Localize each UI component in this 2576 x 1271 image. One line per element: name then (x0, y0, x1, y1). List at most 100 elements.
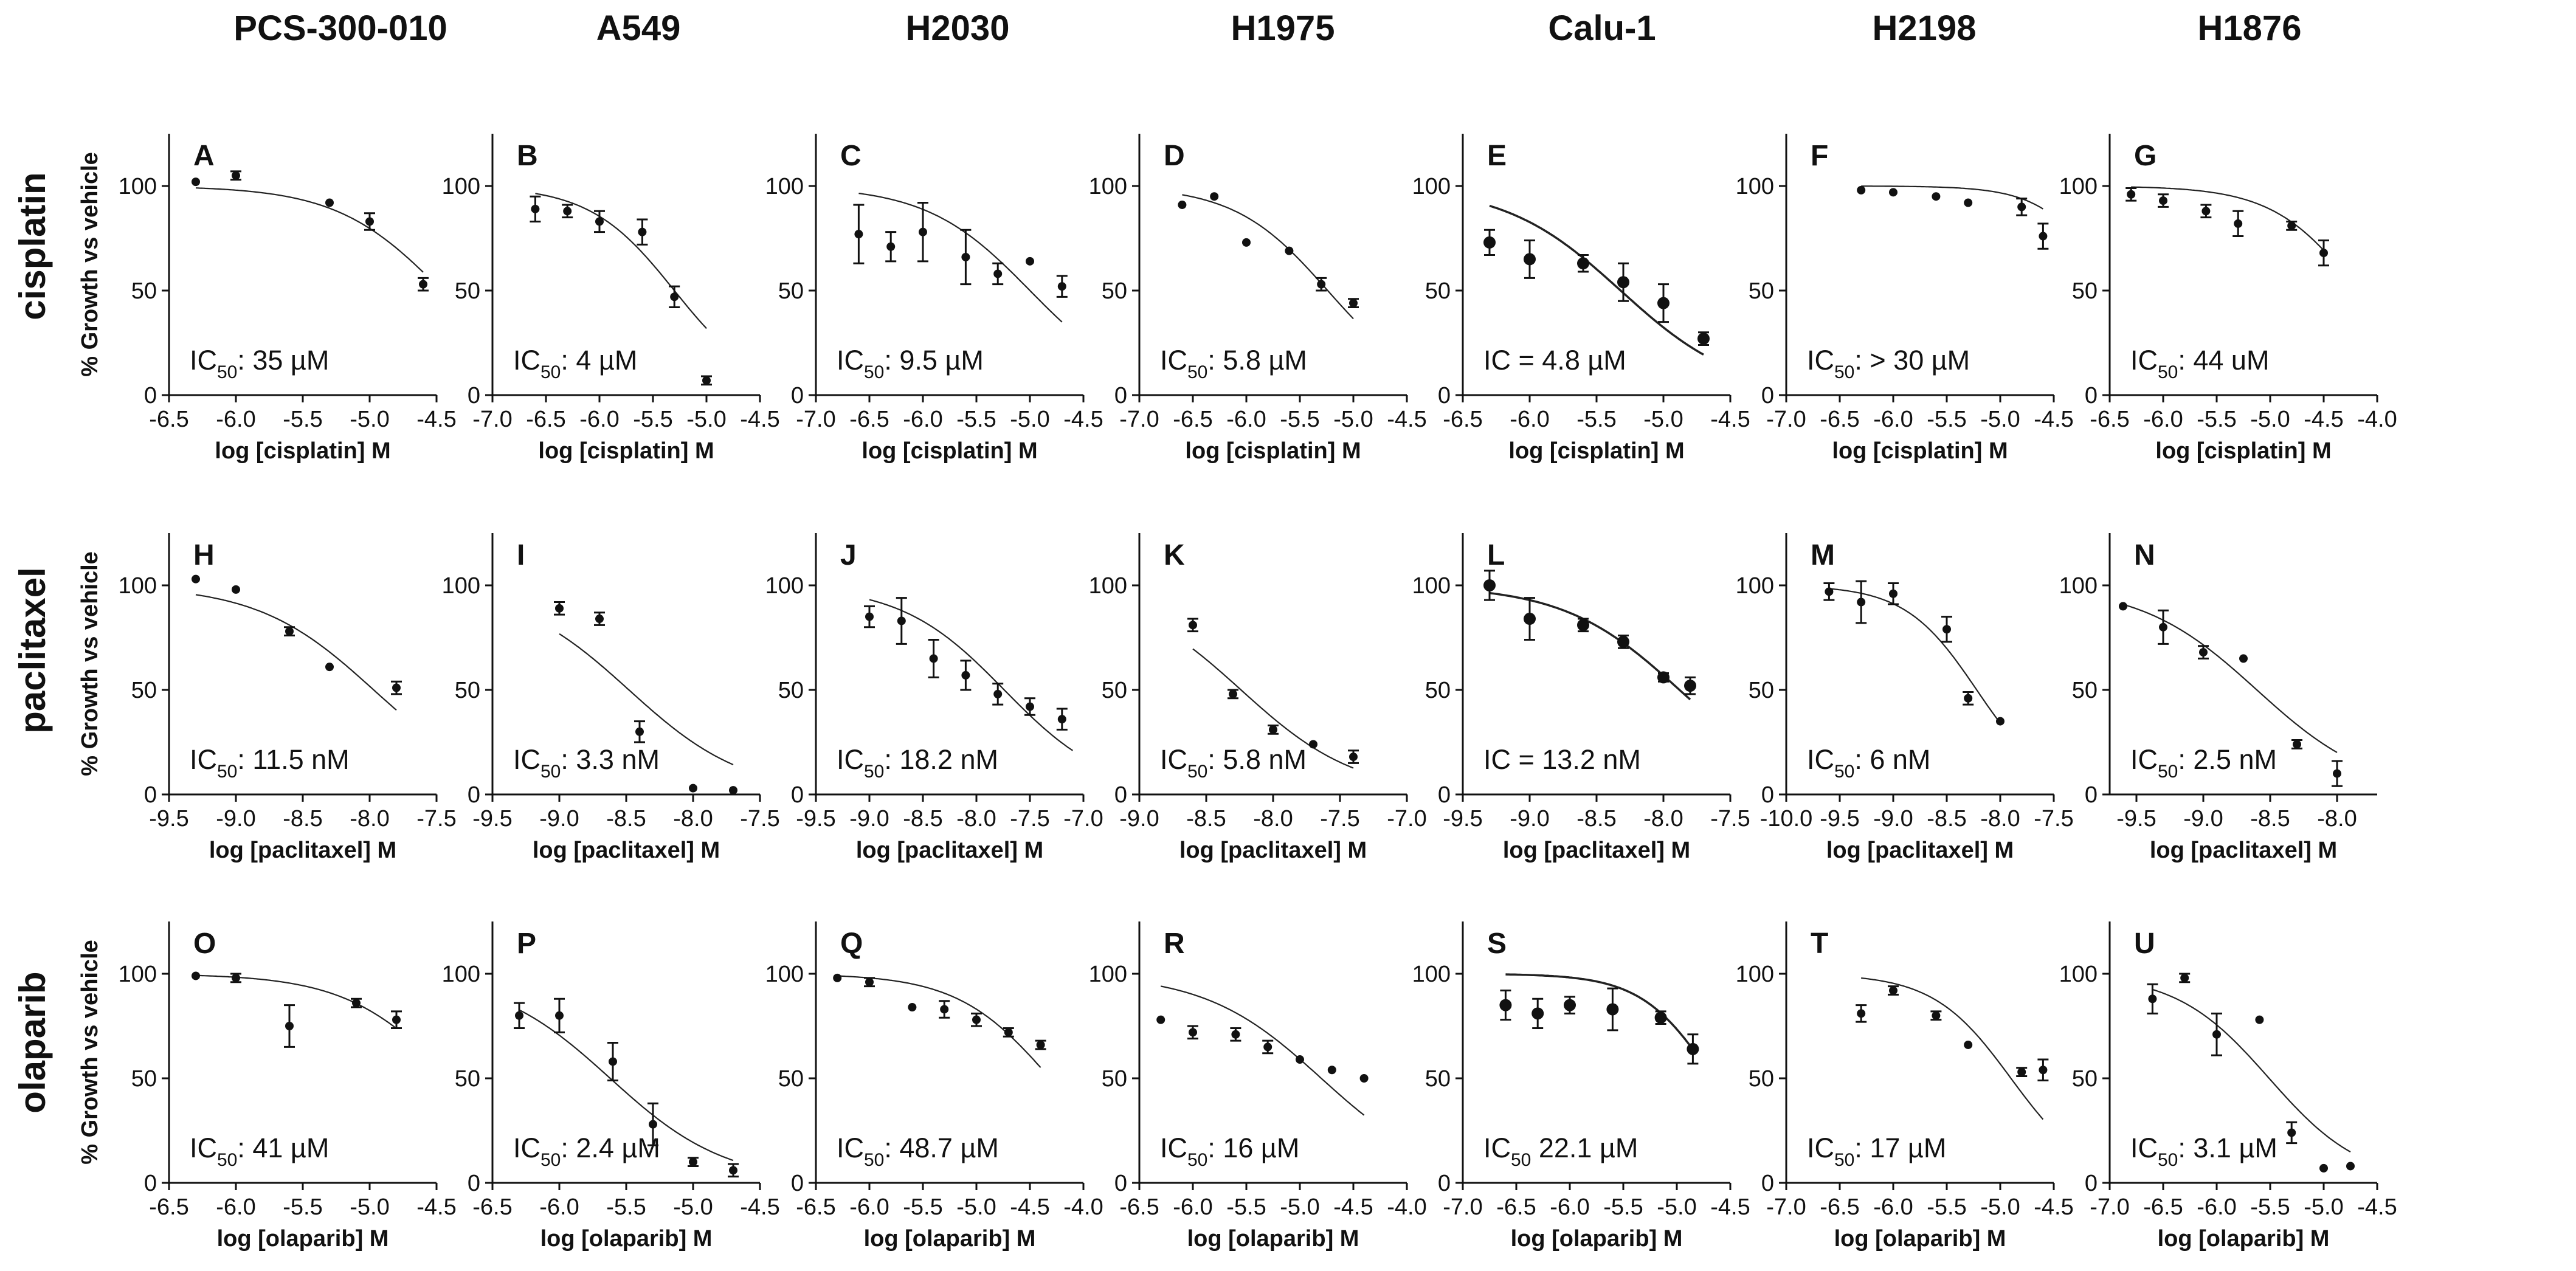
x-tick-label: -5.0 (350, 1194, 389, 1220)
x-tick-label: -6.0 (849, 1194, 889, 1220)
data-point (1349, 753, 1358, 762)
x-tick-label: -6.0 (2197, 1194, 2236, 1220)
y-tick-label: 50 (1102, 278, 1127, 304)
x-tick-label: -9.5 (2116, 806, 2156, 832)
data-point (1617, 276, 1629, 289)
x-tick-label: -6.5 (1119, 1194, 1159, 1220)
x-tick-label: -4.5 (2304, 407, 2343, 432)
y-tick-label: 100 (442, 174, 480, 199)
data-point (2319, 249, 2328, 258)
x-tick-label: -8.5 (1576, 806, 1616, 832)
data-point (1189, 1028, 1197, 1037)
x-tick-label: -9.0 (849, 806, 889, 832)
x-axis-label: log [cisplatin] M (1832, 438, 2008, 464)
column-title: H1975 (1231, 9, 1335, 48)
x-tick-label: -10.0 (1760, 806, 1813, 832)
x-axis-label: log [cisplatin] M (862, 438, 1037, 464)
y-tick-label: 100 (765, 174, 804, 199)
fit-curve (2122, 604, 2338, 753)
y-tick-label: 50 (1425, 678, 1451, 703)
x-tick-label: -4.5 (740, 1194, 779, 1220)
y-tick-label: 0 (2085, 782, 2098, 808)
panel-letter: P (517, 928, 536, 960)
y-tick-label: 50 (1749, 678, 1774, 703)
y-tick-label: 0 (1114, 383, 1127, 408)
data-point (595, 217, 604, 226)
fit-curve (1489, 204, 1704, 356)
data-point (1210, 192, 1219, 201)
x-axis-label: log [cisplatin] M (538, 438, 714, 464)
fit-curve (1829, 588, 2001, 724)
data-point (702, 376, 711, 385)
x-tick-label: -4.5 (2034, 1194, 2073, 1220)
x-tick-label: -7.0 (1063, 806, 1103, 832)
fit-curve (1160, 985, 1365, 1116)
panel-g: -6.5 -6.0 -5.5 -5.0 -4.5 -4.0 0 50 100 log [cispl… (2059, 134, 2397, 464)
data-point (1657, 297, 1670, 309)
data-point (1964, 694, 1973, 703)
data-point (2148, 994, 2157, 1004)
data-point (1229, 689, 1237, 698)
x-tick-label: -7.0 (1766, 1194, 1806, 1220)
y-tick-label: 50 (1749, 1066, 1774, 1092)
data-point (1577, 257, 1589, 270)
x-tick-label: -4.0 (1387, 1194, 1426, 1220)
panel-h: -9.5 -9.0 -8.5 -8.0 -7.5 0 50 100 log [paclitaxe… (77, 533, 457, 863)
x-tick-label: -6.5 (1173, 407, 1212, 432)
x-tick-label: -7.5 (1320, 806, 1359, 832)
data-point (2239, 654, 2248, 663)
data-point (1857, 1009, 1866, 1018)
ic50-label: IC50: 17 µM (1807, 1132, 1946, 1170)
data-point (1577, 619, 1589, 632)
y-axis-label: % Growth vs vehicle (77, 940, 103, 1165)
fit-curve (869, 599, 1074, 751)
x-tick-label: -6.5 (1496, 1194, 1536, 1220)
ic50-label: IC50: 35 µM (190, 345, 329, 382)
data-point (635, 727, 644, 736)
y-tick-label: 0 (791, 383, 804, 408)
x-axis-label: log [olaparib] M (864, 1226, 1036, 1252)
data-point (638, 227, 647, 236)
panel-d: -7.0 -6.5 -6.0 -5.5 -5.0 -4.5 0 50 100 log [cispl… (1089, 134, 1427, 464)
x-tick-label: -5.5 (956, 407, 996, 432)
data-point (1697, 332, 1710, 345)
panel-letter: L (1487, 539, 1505, 571)
ic50-label: IC = 13.2 nM (1483, 744, 1641, 775)
data-point (365, 217, 374, 226)
x-axis-label: log [paclitaxel] M (856, 838, 1043, 863)
x-tick-label: -8.0 (2317, 806, 2357, 832)
x-tick-label: -5.0 (956, 1194, 996, 1220)
ic50-label: IC50: 3.1 µM (2130, 1132, 2277, 1170)
x-tick-label: -7.0 (1387, 806, 1426, 832)
y-tick-label: 100 (1412, 962, 1451, 987)
panel-letter: N (2134, 539, 2155, 571)
data-point (1285, 246, 1294, 255)
y-tick-label: 100 (119, 962, 157, 987)
column-title: H2198 (1873, 9, 1977, 48)
x-tick-label: -5.0 (350, 407, 389, 432)
x-tick-label: -4.0 (2357, 407, 2397, 432)
y-tick-label: 50 (778, 678, 804, 703)
ic50-label: IC50: 2.5 nM (2130, 744, 2277, 782)
x-tick-label: -8.0 (1253, 806, 1293, 832)
data-point (649, 1120, 657, 1129)
panel-m: -10.0 -9.5 -9.0 -8.5 -8.0 -7.5 0 50 100 log [pacl… (1736, 533, 2074, 863)
data-point (2346, 1162, 2355, 1171)
y-tick-label: 50 (2072, 678, 2098, 703)
y-tick-label: 0 (1761, 782, 1774, 808)
x-tick-label: -8.5 (903, 806, 942, 832)
x-tick-label: -7.0 (796, 407, 835, 432)
x-tick-label: -9.0 (2183, 806, 2223, 832)
ic50-label: IC50: 11.5 nM (190, 744, 350, 782)
x-tick-label: -6.5 (2090, 407, 2129, 432)
data-point (531, 204, 540, 213)
data-point (2287, 221, 2296, 230)
data-point (2293, 740, 2301, 749)
x-tick-label: -6.5 (1820, 407, 1859, 432)
data-point (1263, 1042, 1272, 1052)
x-tick-label: -7.0 (2090, 1194, 2129, 1220)
x-tick-label: -5.0 (2250, 407, 2290, 432)
y-tick-label: 0 (1438, 1171, 1451, 1196)
x-tick-label: -5.0 (2304, 1194, 2343, 1220)
